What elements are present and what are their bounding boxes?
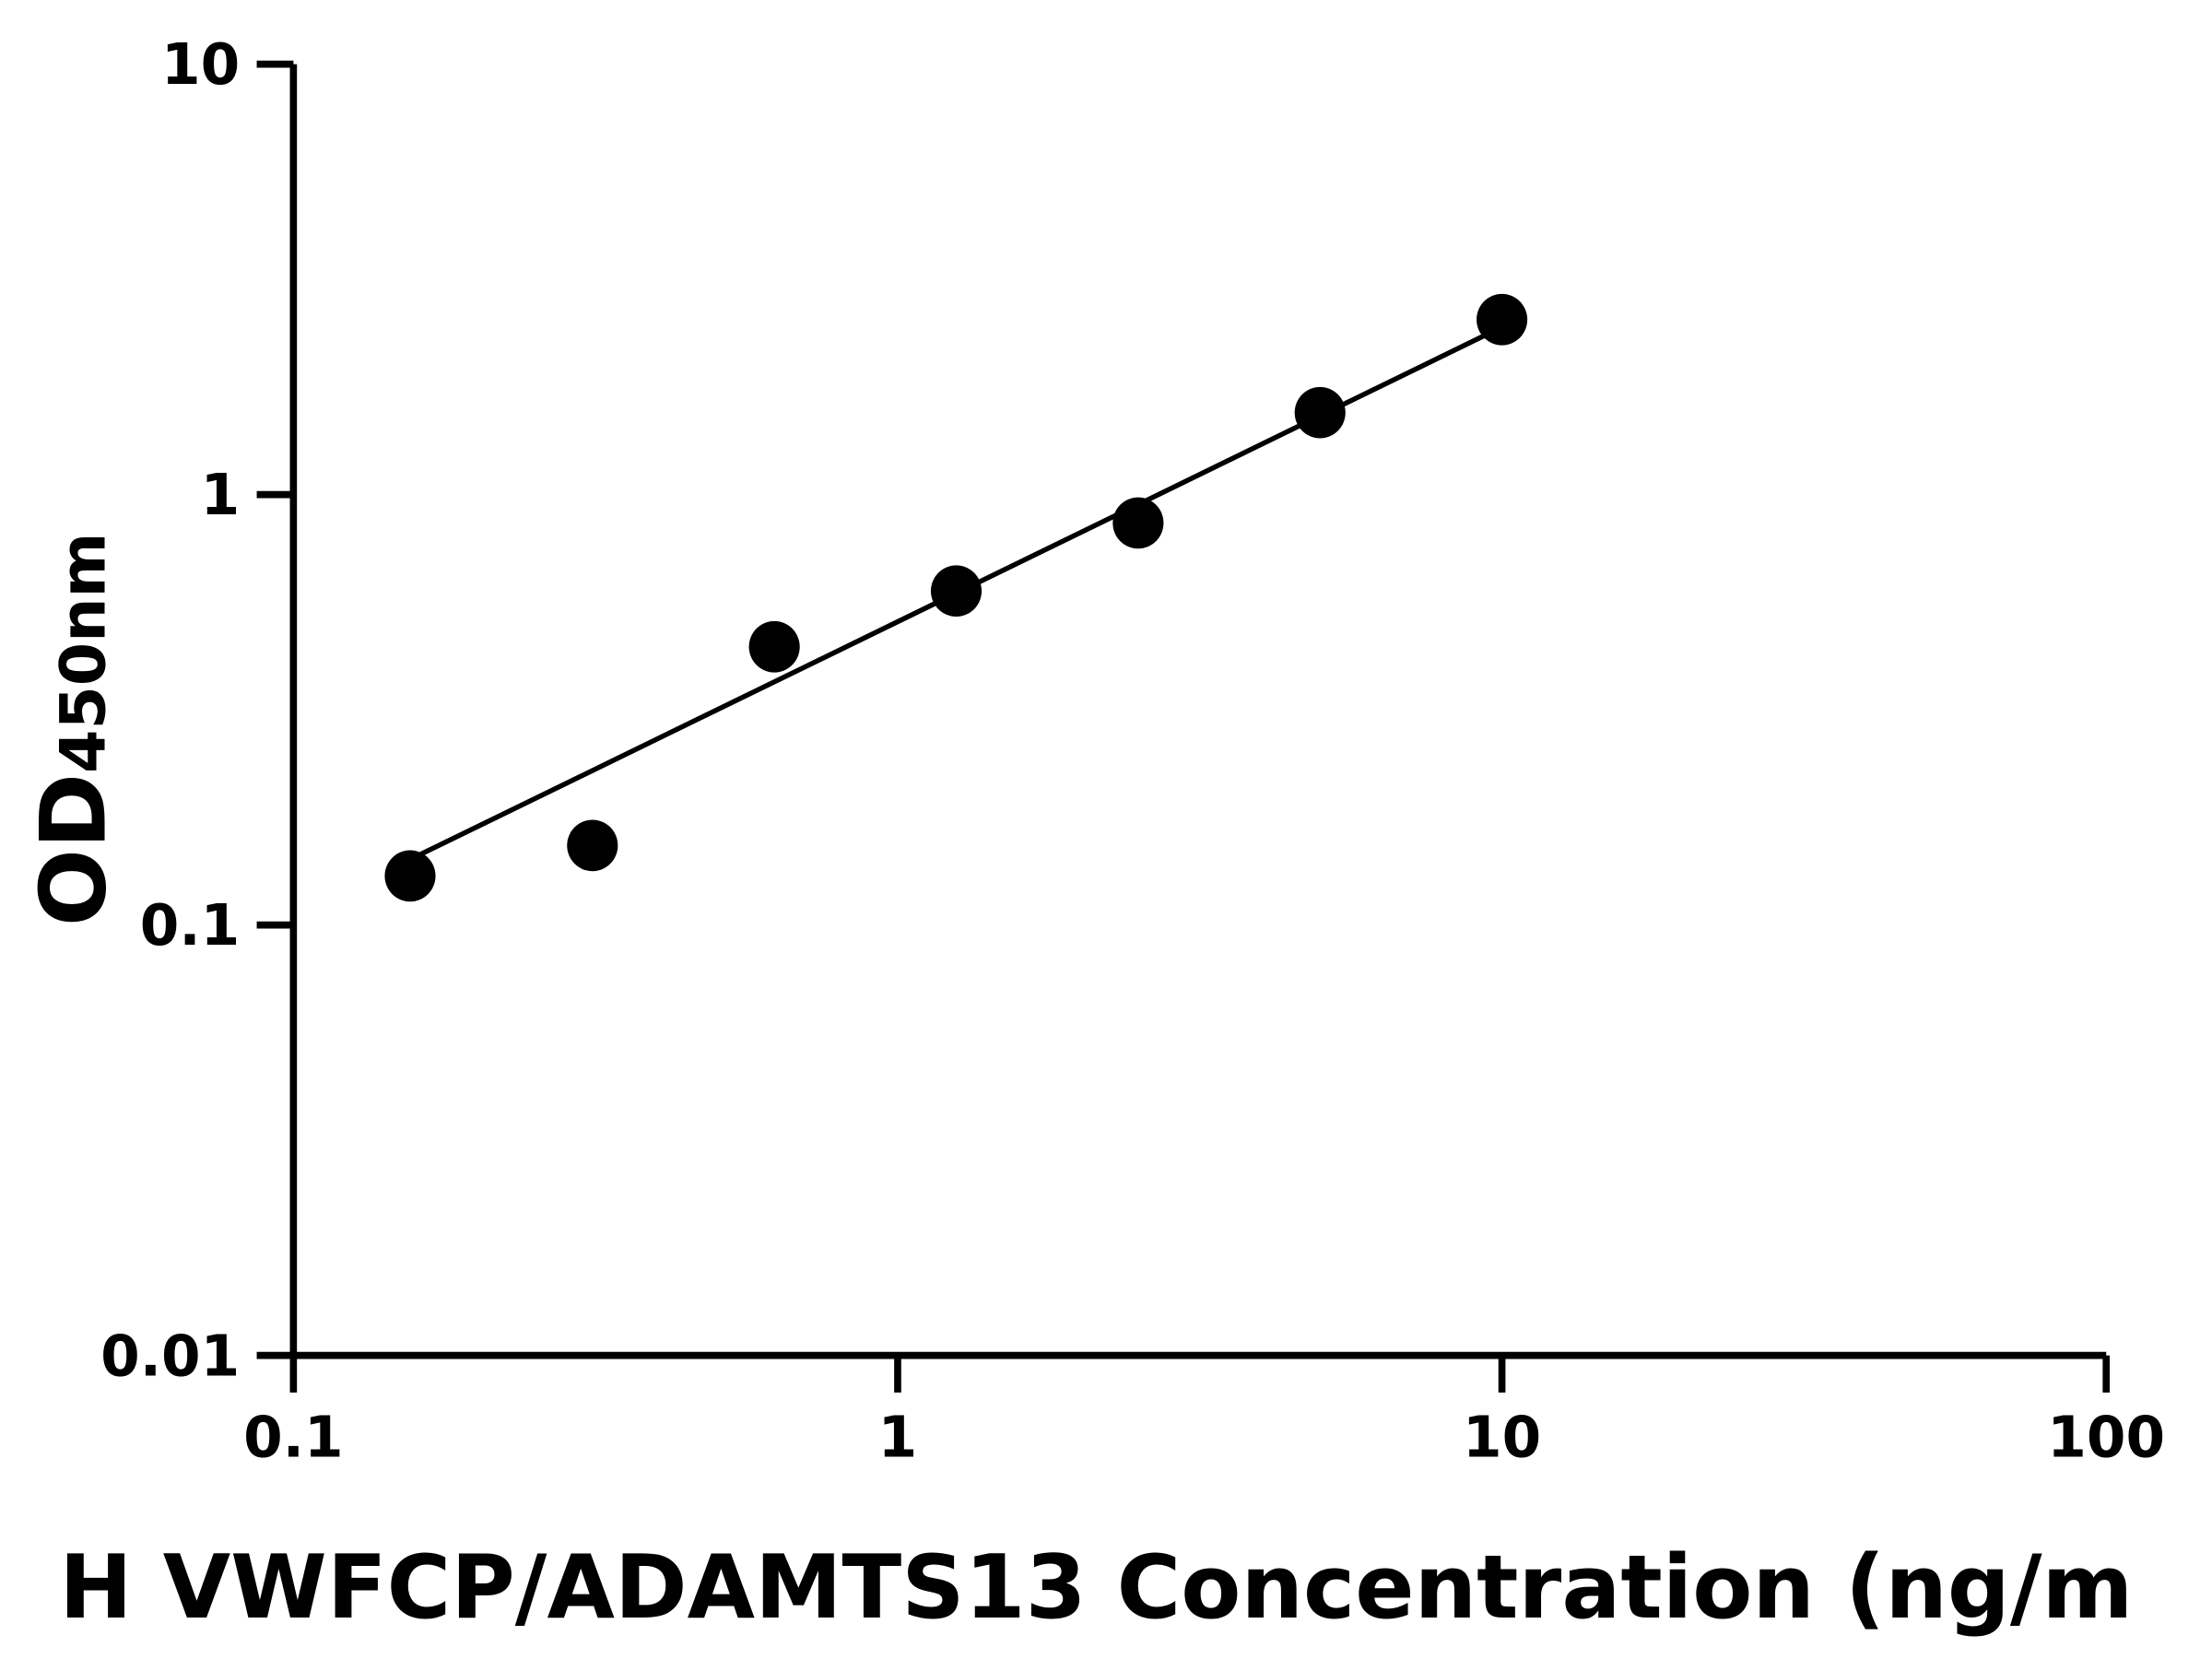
data-point xyxy=(1477,293,1528,346)
y-tick-label: 10 xyxy=(161,31,240,98)
data-point xyxy=(1294,386,1346,439)
data-point xyxy=(384,850,436,902)
x-tick-label: 0.1 xyxy=(243,1404,343,1470)
y-axis-label: OD450nm xyxy=(22,533,126,927)
data-point xyxy=(930,565,982,618)
x-tick-label: 1 xyxy=(878,1404,918,1470)
y-tick-label: 1 xyxy=(201,462,241,528)
y-axis-label-main: OD xyxy=(22,773,126,926)
data-point xyxy=(1112,497,1164,549)
x-tick-label: 100 xyxy=(2047,1404,2165,1470)
y-axis-label-subscript: 450nm xyxy=(47,533,120,773)
y-tick-label: 0.01 xyxy=(100,1323,240,1389)
x-tick-label: 10 xyxy=(1463,1404,1541,1470)
x-axis-label: H VWFCP/ADAMTS13 Concentration (ng/m xyxy=(59,1536,2133,1640)
data-point xyxy=(567,819,618,872)
y-tick-label: 0.1 xyxy=(140,892,240,959)
data-point xyxy=(748,620,800,673)
